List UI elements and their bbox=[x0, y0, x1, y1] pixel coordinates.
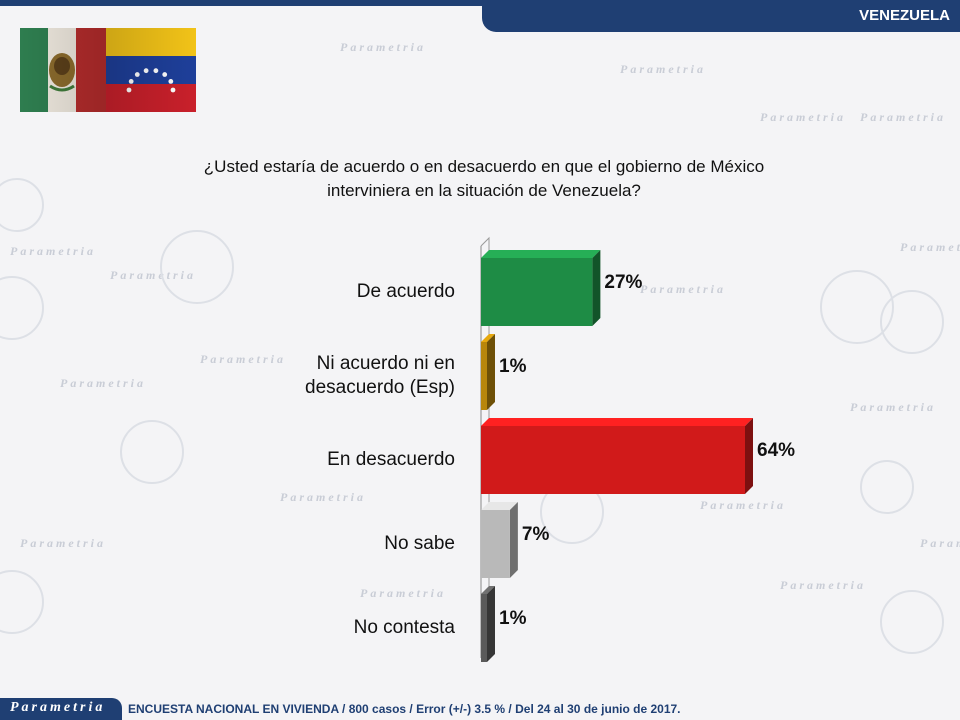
bar-top-face bbox=[481, 418, 753, 426]
value-label: 7% bbox=[521, 524, 550, 545]
bar-front-face bbox=[481, 342, 487, 410]
bar-0 bbox=[481, 250, 601, 326]
bar-3 bbox=[481, 502, 518, 578]
logo-text: Parametria bbox=[10, 700, 106, 715]
bar-front-face bbox=[481, 258, 593, 326]
header-bar bbox=[0, 0, 960, 6]
bar-2 bbox=[481, 418, 753, 494]
parametria-logo: Parametria bbox=[0, 698, 122, 720]
bar-front-face bbox=[481, 510, 510, 578]
survey-question: ¿Usted estaría de acuerdo o en desacuerd… bbox=[150, 155, 818, 203]
footer-bar bbox=[0, 696, 960, 720]
bar-top-face bbox=[481, 250, 601, 258]
bar-front-face bbox=[481, 426, 745, 494]
bar-top-face bbox=[481, 334, 495, 342]
bar-top-face bbox=[481, 586, 495, 594]
survey-source-note: ENCUESTA NACIONAL EN VIVIENDA / 800 caso… bbox=[128, 702, 681, 716]
bar-side-face bbox=[745, 418, 753, 494]
bar-1 bbox=[481, 334, 495, 410]
category-label: En desacuerdo bbox=[327, 449, 455, 470]
value-label: 64% bbox=[757, 440, 796, 461]
bar-side-face bbox=[487, 334, 495, 410]
section-title: VENEZUELA bbox=[859, 7, 950, 24]
section-tab: VENEZUELA bbox=[482, 0, 960, 32]
bar-front-face bbox=[481, 594, 487, 662]
mexico-venezuela-flags-image bbox=[20, 28, 196, 112]
bar-side-face bbox=[487, 586, 495, 662]
bar-side-face bbox=[509, 502, 518, 578]
question-line-1: ¿Usted estaría de acuerdo o en desacuerd… bbox=[203, 157, 765, 176]
value-label: 1% bbox=[499, 608, 527, 629]
category-label: No contesta bbox=[353, 617, 455, 638]
category-label: No sabe bbox=[384, 533, 455, 554]
bar-top-face bbox=[481, 502, 518, 510]
category-label: De acuerdo bbox=[356, 281, 455, 302]
value-label: 1% bbox=[499, 356, 527, 377]
category-label: Ni acuerdo ni en desacuerdo (Esp) bbox=[305, 353, 455, 398]
bar-4 bbox=[481, 586, 495, 662]
question-line-2: interviniera en la situación de Venezuel… bbox=[327, 181, 641, 200]
bar-side-face bbox=[592, 250, 601, 326]
value-label: 27% bbox=[604, 272, 643, 293]
